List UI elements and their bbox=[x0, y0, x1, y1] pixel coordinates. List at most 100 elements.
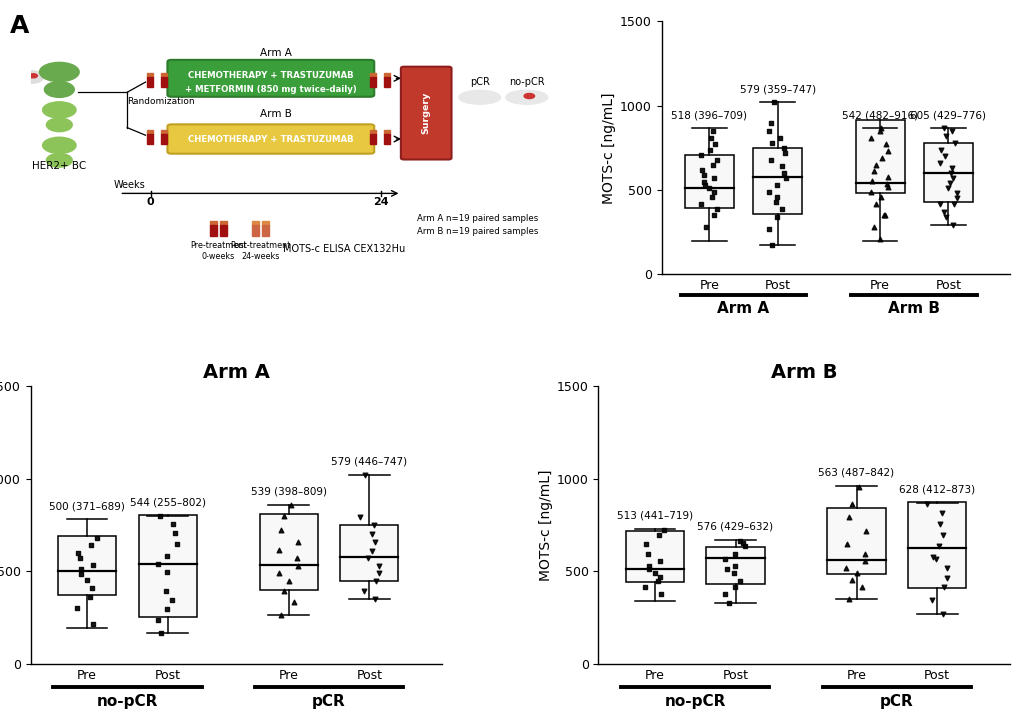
Bar bbox=[626, 531, 683, 582]
Point bbox=[705, 173, 721, 184]
Point bbox=[655, 524, 672, 536]
Circle shape bbox=[17, 71, 44, 84]
Point bbox=[164, 594, 180, 605]
Text: Arm A: Arm A bbox=[260, 48, 291, 58]
Point bbox=[149, 558, 165, 570]
Text: Arm B n=19 paired samples: Arm B n=19 paired samples bbox=[417, 227, 538, 236]
Point bbox=[701, 144, 717, 155]
Bar bbox=[147, 74, 153, 76]
Text: + METFORMIN (850 mg twice-daily): + METFORMIN (850 mg twice-daily) bbox=[184, 85, 357, 94]
Y-axis label: MOTS-c [ng/mL]: MOTS-c [ng/mL] bbox=[538, 469, 552, 580]
Point bbox=[875, 210, 892, 221]
Point bbox=[159, 603, 175, 615]
Point bbox=[867, 198, 883, 209]
Circle shape bbox=[524, 94, 534, 99]
Point bbox=[943, 125, 959, 136]
Point bbox=[762, 117, 779, 129]
Bar bbox=[369, 74, 375, 76]
Bar bbox=[147, 130, 153, 134]
Text: 579 (446–747): 579 (446–747) bbox=[331, 456, 407, 466]
Point bbox=[697, 221, 713, 233]
Bar bbox=[684, 155, 734, 208]
Point bbox=[942, 178, 958, 189]
Point bbox=[288, 553, 305, 564]
Ellipse shape bbox=[46, 154, 72, 167]
Point bbox=[934, 581, 951, 593]
Point bbox=[82, 591, 98, 603]
Point bbox=[843, 574, 859, 585]
Bar bbox=[139, 516, 197, 617]
Point bbox=[367, 536, 383, 548]
Point bbox=[876, 210, 893, 221]
Point bbox=[270, 544, 286, 555]
Point bbox=[937, 572, 954, 583]
Bar bbox=[907, 502, 965, 588]
Point bbox=[725, 568, 741, 579]
Point bbox=[938, 562, 955, 573]
Point bbox=[285, 596, 302, 608]
Circle shape bbox=[29, 74, 38, 78]
Point bbox=[371, 568, 387, 579]
Point bbox=[927, 553, 944, 565]
Point bbox=[273, 525, 289, 536]
Ellipse shape bbox=[46, 118, 72, 131]
Text: 605 (429–776): 605 (429–776) bbox=[910, 110, 985, 120]
Point bbox=[69, 603, 86, 614]
Text: Weeks: Weeks bbox=[114, 179, 146, 189]
Point bbox=[924, 552, 941, 563]
Text: 628 (412–873): 628 (412–873) bbox=[899, 484, 974, 494]
Point bbox=[763, 239, 780, 251]
Point bbox=[85, 559, 101, 570]
Point bbox=[695, 169, 711, 181]
Point bbox=[716, 553, 733, 565]
Point bbox=[930, 198, 947, 210]
Point bbox=[767, 196, 784, 208]
Point bbox=[838, 562, 854, 573]
Point bbox=[734, 537, 750, 548]
Point bbox=[716, 589, 733, 600]
Bar bbox=[160, 76, 167, 87]
Text: 544 (255–802): 544 (255–802) bbox=[129, 498, 206, 508]
Point bbox=[720, 597, 737, 608]
Point bbox=[276, 510, 292, 521]
Bar bbox=[369, 134, 375, 144]
Point bbox=[273, 609, 289, 620]
Text: 576 (429–632): 576 (429–632) bbox=[697, 521, 772, 531]
Point bbox=[169, 538, 185, 550]
Point bbox=[89, 532, 105, 543]
Text: CHEMOTHERAPY + TRASTUZUMAB: CHEMOTHERAPY + TRASTUZUMAB bbox=[187, 71, 354, 80]
Point bbox=[878, 178, 895, 190]
Point bbox=[871, 125, 888, 136]
Point bbox=[942, 168, 958, 179]
Bar bbox=[383, 76, 389, 87]
Point bbox=[775, 168, 792, 179]
Point bbox=[934, 608, 951, 620]
Point bbox=[840, 511, 856, 523]
Point bbox=[708, 203, 725, 214]
Y-axis label: MOTS-c [ng/mL]: MOTS-c [ng/mL] bbox=[601, 92, 615, 203]
Point bbox=[872, 122, 889, 134]
Point bbox=[838, 538, 854, 550]
Point bbox=[282, 499, 299, 511]
Point bbox=[918, 498, 934, 509]
Point bbox=[652, 589, 668, 600]
Point bbox=[639, 548, 655, 559]
Bar bbox=[160, 130, 167, 134]
Point bbox=[930, 540, 947, 552]
Point bbox=[934, 206, 951, 218]
Text: pCR: pCR bbox=[470, 77, 489, 87]
Point bbox=[706, 139, 722, 150]
Point bbox=[73, 568, 90, 580]
Point bbox=[936, 211, 953, 223]
Text: no-pCR: no-pCR bbox=[508, 77, 544, 87]
Point bbox=[856, 548, 872, 559]
Point bbox=[649, 575, 665, 587]
Point bbox=[726, 581, 742, 593]
Point bbox=[945, 198, 961, 209]
Bar bbox=[383, 134, 389, 144]
Point bbox=[164, 518, 180, 530]
Bar bbox=[262, 225, 269, 236]
Bar bbox=[220, 221, 227, 225]
Point bbox=[931, 157, 948, 169]
Point bbox=[863, 175, 879, 186]
